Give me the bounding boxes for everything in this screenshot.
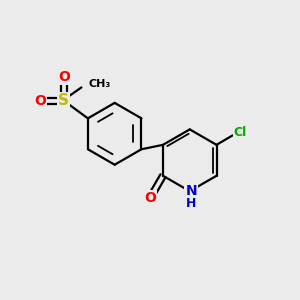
Text: S: S	[58, 93, 69, 108]
Text: O: O	[34, 94, 46, 108]
Text: H: H	[186, 197, 196, 210]
Text: CH₃: CH₃	[88, 80, 110, 89]
Text: Cl: Cl	[234, 126, 247, 139]
Text: O: O	[58, 70, 70, 84]
Text: N: N	[185, 184, 197, 198]
Text: O: O	[144, 191, 156, 205]
